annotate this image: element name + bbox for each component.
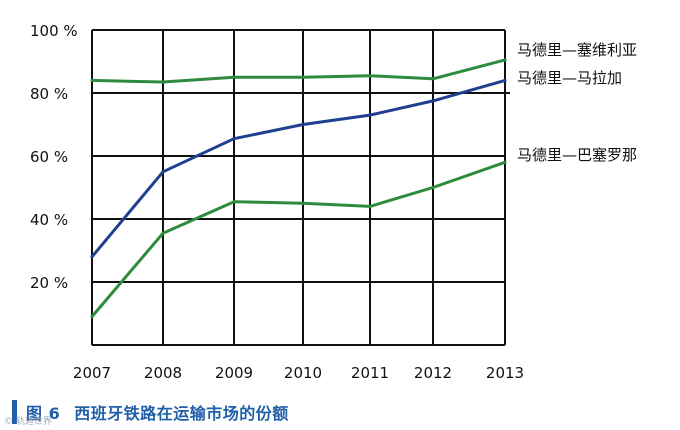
y-tick-label: 40 % bbox=[30, 211, 68, 229]
data-point bbox=[368, 74, 372, 78]
data-point bbox=[431, 99, 435, 103]
data-point bbox=[232, 137, 236, 141]
x-tick-label: 2007 bbox=[73, 364, 111, 382]
data-point bbox=[90, 78, 94, 82]
series-line-2 bbox=[90, 78, 507, 259]
series-line-3 bbox=[90, 160, 507, 319]
data-point bbox=[232, 200, 236, 204]
data-point bbox=[503, 78, 507, 82]
data-point bbox=[232, 75, 236, 79]
x-tick-label: 2012 bbox=[414, 364, 452, 382]
x-tick-label: 2009 bbox=[215, 364, 253, 382]
y-tick-label: 20 % bbox=[30, 274, 68, 292]
y-tick-label: 100 % bbox=[30, 22, 78, 40]
data-point bbox=[503, 160, 507, 164]
figure-title: 西班牙铁路在运输市场的份额 bbox=[74, 404, 289, 423]
x-tick-label: 2011 bbox=[351, 364, 389, 382]
figure-caption: 图 6 西班牙铁路在运输市场的份额 bbox=[0, 392, 680, 430]
data-point bbox=[301, 123, 305, 126]
caption-text: 图 6 西班牙铁路在运输市场的份额 bbox=[26, 400, 289, 424]
data-point bbox=[431, 186, 435, 189]
data-point bbox=[301, 75, 305, 79]
data-point bbox=[161, 231, 165, 235]
data-point bbox=[90, 315, 94, 319]
series-lines bbox=[90, 58, 507, 319]
series-label-2: 马德里—马拉加 bbox=[517, 69, 622, 87]
data-point bbox=[431, 77, 435, 81]
watermark: © 轨道世界 bbox=[4, 417, 52, 427]
series-label-3: 马德里—巴塞罗那 bbox=[517, 146, 637, 164]
data-point bbox=[368, 204, 372, 208]
figure-number: 图 6 bbox=[26, 404, 61, 423]
data-point bbox=[90, 255, 94, 259]
data-point bbox=[503, 58, 507, 62]
data-point bbox=[161, 170, 165, 174]
caption-accent-mark bbox=[12, 400, 17, 424]
x-axis-tick-labels: 2007 2008 2009 2010 2011 2012 2013 bbox=[73, 364, 524, 382]
y-tick-label: 80 % bbox=[30, 85, 68, 103]
y-tick-label: 60 % bbox=[30, 148, 68, 166]
x-tick-label: 2013 bbox=[486, 364, 524, 382]
data-point bbox=[161, 80, 165, 84]
data-point bbox=[368, 113, 372, 117]
y-axis-tick-labels: 20 % 40 % 60 % 80 % 100 % bbox=[30, 22, 78, 292]
x-tick-label: 2010 bbox=[284, 364, 322, 382]
data-point bbox=[301, 201, 305, 205]
series-line-1 bbox=[90, 58, 507, 84]
series-label-1: 马德里—塞维利亚 bbox=[517, 41, 637, 59]
x-tick-label: 2008 bbox=[144, 364, 182, 382]
